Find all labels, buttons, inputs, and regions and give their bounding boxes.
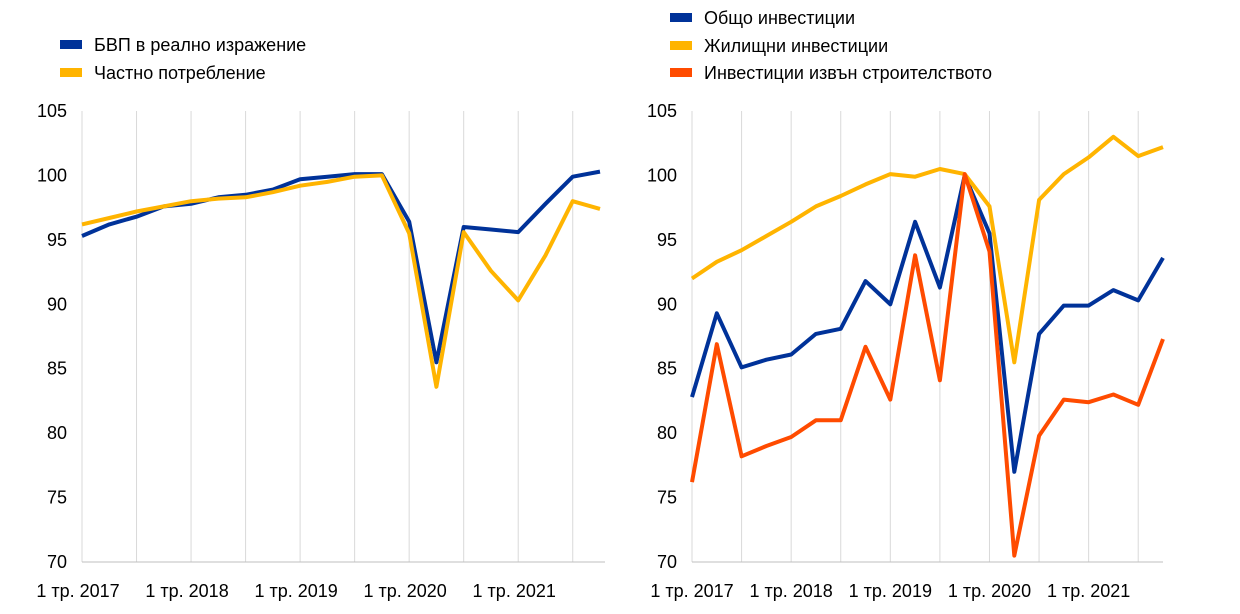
series-line-2 — [82, 175, 600, 386]
legend-swatch — [670, 41, 692, 50]
y-tick-label: 100 — [647, 165, 677, 185]
y-tick-label: 75 — [657, 488, 677, 508]
legend-label: Инвестиции извън строителството — [704, 63, 992, 83]
y-tick-label: 100 — [37, 165, 67, 185]
y-tick-label: 90 — [657, 294, 677, 314]
x-tick-label: 1 тр. 2020 — [948, 581, 1031, 601]
x-tick-label: 1 тр. 2017 — [650, 581, 733, 601]
legend-label: Общо инвестиции — [704, 8, 855, 28]
y-tick-label: 95 — [47, 230, 67, 250]
y-tick-label: 70 — [657, 552, 677, 572]
y-tick-label: 70 — [47, 552, 67, 572]
y-tick-label: 90 — [47, 294, 67, 314]
y-tick-label: 80 — [47, 423, 67, 443]
series-line-1 — [82, 172, 600, 363]
chart-2: 70 75 80 85 90 95 100 105 1 тр. 2017 1 тр. 2018 1 … — [647, 8, 1163, 601]
chart-1: 70 75 80 85 90 95 100 105 1 тр. 2017 1 тр. 2018 1 … — [36, 35, 605, 601]
x-tick-label: 1 тр. 2018 — [750, 581, 833, 601]
x-tick-label: 1 тр. 2020 — [364, 581, 447, 601]
x-tick-label: 1 тр. 2018 — [145, 581, 228, 601]
y-tick-label: 85 — [47, 359, 67, 379]
x-tick-label: 1 тр. 2019 — [849, 581, 932, 601]
y-tick-label: 105 — [37, 101, 67, 121]
y-tick-label: 95 — [657, 230, 677, 250]
x-tick-label: 1 тр. 2021 — [473, 581, 556, 601]
legend-label: Жилищни инвестиции — [704, 36, 888, 56]
series-line-3 — [692, 174, 1163, 555]
x-tick-label: 1 тр. 2021 — [1047, 581, 1130, 601]
legend-swatch — [670, 13, 692, 22]
legend-swatch — [670, 68, 692, 77]
y-tick-label: 85 — [657, 359, 677, 379]
legend-swatch — [60, 68, 82, 77]
legend-label: Частно потребление — [94, 63, 266, 83]
y-tick-label: 105 — [647, 101, 677, 121]
y-tick-label: 75 — [47, 488, 67, 508]
legend-swatch — [60, 40, 82, 49]
y-tick-label: 80 — [657, 423, 677, 443]
x-tick-label: 1 тр. 2017 — [36, 581, 119, 601]
x-tick-label: 1 тр. 2019 — [254, 581, 337, 601]
legend-label: БВП в реално изражение — [94, 35, 306, 55]
